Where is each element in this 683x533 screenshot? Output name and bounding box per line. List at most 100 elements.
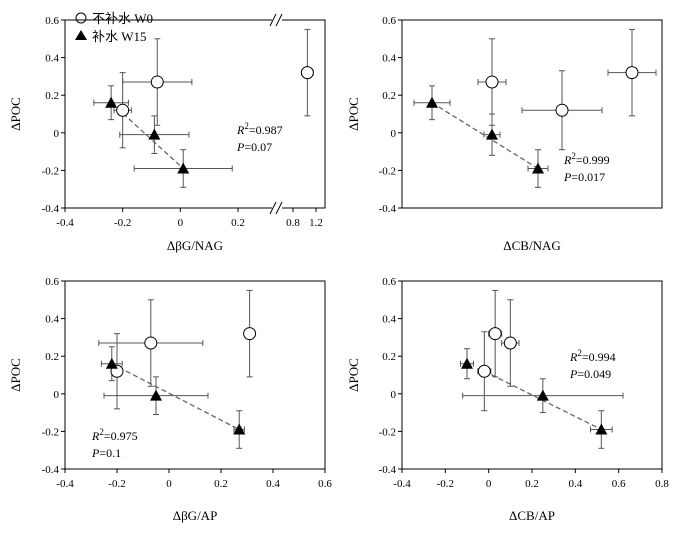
- panel-p4: ΔPOC ΔCB/AP R2=0.994 P=0.049 -0.4 -0.2 0 0.…: [346, 276, 669, 523]
- p-label: P=0.1: [91, 446, 121, 460]
- data-point-open-circle: [477, 364, 491, 378]
- legend-open-label: 不补水 W0: [92, 11, 153, 26]
- data-point-filled-triangle: [595, 423, 608, 435]
- x-tick-label: 0.2: [525, 478, 539, 490]
- x-tick-label: 0: [178, 217, 184, 229]
- x-tick-label: -0.2: [114, 217, 131, 229]
- data-point-filled-triangle: [532, 162, 544, 174]
- panel-p1: ΔPOC ΔβG/NAG R2=0.987 P=0.07 -0.4 -0.2 0 0.…: [8, 13, 326, 253]
- y-tick-label: -0.4: [379, 203, 397, 215]
- data-point-filled-triangle: [177, 162, 190, 174]
- x-tick-label: 0.6: [612, 478, 626, 490]
- data-point-open-circle: [625, 66, 639, 80]
- plot-frame: [64, 280, 326, 470]
- r2-label: R2=0.994: [569, 348, 616, 364]
- y-tick-label: 0.2: [382, 351, 396, 363]
- x-tick-label: -0.2: [108, 478, 125, 490]
- p-label: P=0.017: [563, 170, 605, 184]
- y-tick-label: 0.2: [45, 90, 59, 102]
- x-tick-label: 0.4: [266, 478, 280, 490]
- y-tick-label: -0.4: [42, 464, 60, 476]
- trend-line: [111, 363, 240, 431]
- x-tick-label: 0.8: [286, 217, 300, 229]
- x-axis-label: ΔCB/NAG: [503, 238, 560, 253]
- x-tick-label: 1.2: [309, 217, 323, 229]
- y-tick-label: 0.4: [382, 53, 396, 65]
- y-tick-label: 0: [391, 389, 397, 401]
- data-point-filled-triangle: [233, 423, 246, 435]
- y-tick-label: 0.6: [45, 276, 59, 288]
- data-point-filled-triangle: [536, 389, 549, 401]
- p-label: P=0.049: [569, 367, 611, 381]
- data-point-filled-triangle: [461, 357, 473, 369]
- data-point-filled-triangle: [426, 96, 438, 108]
- x-tick-label: 0.2: [214, 478, 228, 490]
- axis-break-mark: [275, 201, 283, 215]
- data-point-filled-triangle: [150, 389, 162, 401]
- data-point-open-circle: [300, 66, 314, 80]
- data-point-filled-triangle: [105, 357, 118, 369]
- data-point-open-circle: [150, 75, 164, 89]
- data-point-open-circle: [488, 327, 502, 341]
- x-tick-label: 0: [166, 478, 172, 490]
- y-tick-label: 0.6: [382, 276, 396, 288]
- y-tick-label: -0.2: [42, 426, 59, 438]
- y-tick-label: -0.4: [379, 464, 397, 476]
- x-axis-label: ΔβG/AP: [173, 508, 218, 523]
- axis-break-mark: [269, 201, 277, 215]
- y-axis-label: ΔPOC: [346, 358, 361, 392]
- legend: 不补水 W0 补水 W15: [75, 11, 153, 44]
- r2-label: R2=0.975: [91, 427, 138, 443]
- x-tick-label: 0.8: [655, 478, 669, 490]
- y-tick-label: 0.2: [382, 90, 396, 102]
- x-axis-label: ΔCB/AP: [509, 508, 555, 523]
- p-label: P=0.07: [236, 140, 272, 154]
- y-tick-label: 0.4: [45, 314, 59, 326]
- y-tick-label: -0.2: [42, 165, 59, 177]
- plot-frame: [401, 280, 663, 470]
- plot-frame: [64, 19, 326, 209]
- y-axis-label: ΔPOC: [8, 358, 23, 392]
- y-axis-label: ΔPOC: [346, 97, 361, 131]
- x-tick-label: -0.4: [393, 478, 411, 490]
- panel-p2: ΔPOC ΔCB/NAG R2=0.999 P=0.017 -0.4 -0.2 0 0…: [346, 15, 663, 253]
- axis-break-mark: [275, 13, 283, 27]
- y-axis-label: ΔPOC: [8, 97, 23, 131]
- r2-label: R2=0.987: [236, 121, 283, 137]
- axis-break-gap: [272, 14, 282, 26]
- x-tick-label: -0.2: [437, 478, 454, 490]
- plot-frame: [401, 19, 663, 209]
- r2-label: R2=0.999: [563, 151, 610, 167]
- legend-filled-triangle-marker: [75, 30, 87, 40]
- data-point-filled-triangle: [486, 128, 498, 140]
- y-tick-label: -0.2: [379, 165, 396, 177]
- panel-p3: ΔPOC ΔβG/AP R2=0.975 P=0.1 -0.4 -0.2 0 0.2 0…: [8, 276, 332, 523]
- data-point-open-circle: [243, 327, 257, 341]
- axis-break-mark: [269, 13, 277, 27]
- data-point-filled-triangle: [105, 96, 118, 108]
- x-tick-label: -0.4: [56, 217, 74, 229]
- y-tick-label: 0.4: [382, 314, 396, 326]
- y-tick-label: 0.4: [45, 53, 59, 65]
- x-axis-label: ΔβG/NAG: [167, 238, 223, 253]
- trend-line: [431, 102, 539, 170]
- legend-filled-label: 补水 W15: [92, 29, 147, 44]
- x-tick-label: -0.4: [56, 478, 74, 490]
- data-point-filled-triangle: [148, 128, 161, 140]
- y-tick-label: 0.6: [382, 15, 396, 27]
- y-tick-label: 0.2: [45, 351, 59, 363]
- data-point-open-circle: [116, 103, 130, 117]
- y-tick-label: 0: [54, 128, 60, 140]
- x-tick-label: 0: [486, 478, 492, 490]
- axis-break-gap: [272, 202, 282, 214]
- x-tick-label: 0.2: [231, 217, 245, 229]
- x-tick-label: 0.4: [568, 478, 582, 490]
- data-point-open-circle: [555, 103, 569, 117]
- data-point-open-circle: [503, 336, 517, 350]
- y-tick-label: 0: [391, 128, 397, 140]
- y-tick-label: 0.6: [45, 15, 59, 27]
- data-point-open-circle: [485, 75, 499, 89]
- y-tick-label: -0.4: [42, 203, 60, 215]
- legend-open-circle-marker: [75, 12, 87, 24]
